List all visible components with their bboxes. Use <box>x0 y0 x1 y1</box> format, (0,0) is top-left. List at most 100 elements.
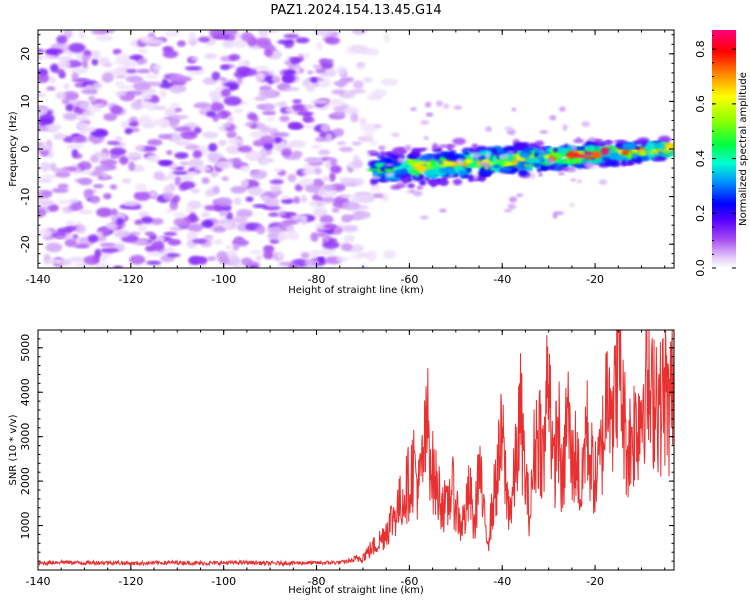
heatmap-cell <box>404 144 412 152</box>
spectrogram-x-tick-label: -100 <box>211 273 236 286</box>
heatmap-cell <box>63 83 71 90</box>
heatmap-cell <box>171 170 190 176</box>
heatmap-cell <box>452 178 463 186</box>
heatmap-cell <box>174 107 183 113</box>
heatmap-cell <box>202 131 219 139</box>
heatmap-cell <box>176 40 186 47</box>
heatmap-cell <box>325 36 340 45</box>
heatmap-cell <box>191 188 200 194</box>
heatmap-cell <box>380 150 385 158</box>
heatmap-cell <box>276 252 284 260</box>
heatmap-cell <box>186 231 199 242</box>
heatmap-cell <box>485 126 492 132</box>
heatmap-cell <box>187 200 202 210</box>
heatmap-cell <box>513 142 528 150</box>
heatmap-cell <box>566 168 576 173</box>
heatmap-cell <box>344 106 359 115</box>
heatmap-cell <box>263 48 273 57</box>
heatmap-cell <box>318 78 331 88</box>
heatmap-cell <box>78 129 89 136</box>
heatmap-cell <box>352 80 364 89</box>
heatmap-cell <box>186 171 199 176</box>
heatmap-cell <box>658 157 667 162</box>
heatmap-cell <box>484 152 490 159</box>
heatmap-cell <box>387 154 401 159</box>
heatmap-cell <box>223 30 238 36</box>
heatmap-cell <box>169 102 181 110</box>
heatmap-cell <box>138 225 147 232</box>
heatmap-cell <box>426 160 431 166</box>
heatmap-cell <box>319 214 334 225</box>
heatmap-cell <box>363 131 375 137</box>
heatmap-cell <box>74 243 90 249</box>
heatmap-cell <box>416 185 424 190</box>
heatmap-cell <box>141 216 154 224</box>
heatmap-cell <box>78 177 92 186</box>
heatmap-cell <box>609 152 620 160</box>
snr-series-line <box>38 330 674 568</box>
heatmap-cell <box>300 195 308 203</box>
heatmap-cell <box>55 234 65 240</box>
heatmap-cell <box>62 112 80 118</box>
heatmap-cell <box>420 120 430 125</box>
heatmap-cell <box>212 226 227 233</box>
heatmap-cell <box>492 164 501 169</box>
heatmap-cell <box>342 181 354 187</box>
heatmap-cell <box>441 159 455 167</box>
heatmap-cell <box>51 187 69 194</box>
heatmap-cell <box>58 59 71 69</box>
heatmap-cell <box>304 157 321 163</box>
heatmap-cell <box>94 151 101 158</box>
snr-x-tick-label: -120 <box>118 575 143 588</box>
heatmap-cell <box>653 156 661 162</box>
heatmap-cell <box>159 88 167 98</box>
spectrogram-x-tick-label: -140 <box>26 273 51 286</box>
heatmap-cell <box>151 64 163 71</box>
heatmap-cell <box>534 140 545 147</box>
heatmap-cell <box>576 136 581 142</box>
heatmap-cell <box>382 249 396 260</box>
heatmap-cell <box>126 68 137 74</box>
heatmap-cell <box>412 190 423 197</box>
heatmap-cell <box>65 51 75 56</box>
snr-x-tick-label: -80 <box>308 575 326 588</box>
heatmap-cell <box>219 210 228 217</box>
heatmap-cell <box>507 150 515 154</box>
heatmap-cell <box>66 144 85 149</box>
heatmap-cell <box>44 123 62 131</box>
heatmap-cell <box>133 191 151 201</box>
heatmap-cell <box>525 157 540 164</box>
heatmap-cell <box>350 254 365 260</box>
heatmap-cell <box>503 208 513 213</box>
heatmap-cell <box>455 158 465 165</box>
heatmap-cell <box>322 240 340 249</box>
heatmap-cell <box>223 96 242 106</box>
spectrogram-y-tick-label: 0 <box>19 146 32 153</box>
heatmap-cell <box>452 137 466 145</box>
heatmap-cell <box>438 167 448 174</box>
snr-panel: -140 -120 -100 -80 -60 -40 -20 1000 2000 3000 4000… <box>8 329 675 596</box>
heatmap-cell <box>162 190 174 201</box>
heatmap-cell <box>263 250 274 260</box>
heatmap-cell <box>645 141 656 149</box>
heatmap-cell <box>208 89 226 100</box>
heatmap-cell <box>287 173 297 183</box>
heatmap-cell <box>165 173 177 180</box>
heatmap-cell <box>417 160 427 165</box>
heatmap-cell <box>128 121 139 127</box>
heatmap-cell <box>360 123 379 132</box>
heatmap-cell <box>260 158 270 166</box>
heatmap-cell <box>259 135 275 145</box>
heatmap-cell <box>201 177 210 185</box>
heatmap-cell <box>502 161 513 167</box>
heatmap-cell <box>204 189 215 197</box>
spectrogram-x-tick-label: -120 <box>118 273 143 286</box>
heatmap-cell <box>49 76 57 84</box>
heatmap-cell <box>88 234 99 243</box>
heatmap-cell <box>188 31 197 41</box>
heatmap-cell <box>237 145 253 153</box>
heatmap-cell <box>99 158 118 167</box>
heatmap-cell <box>56 199 74 204</box>
heatmap-cell <box>574 146 585 151</box>
heatmap-cell <box>71 72 79 80</box>
